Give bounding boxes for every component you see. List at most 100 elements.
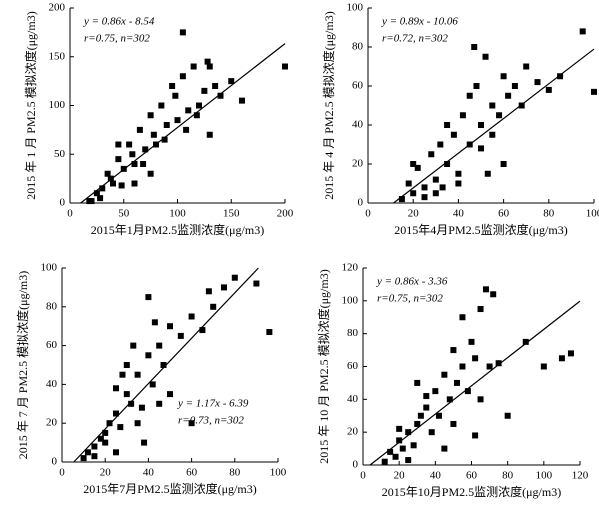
point: [128, 400, 135, 407]
point: [417, 412, 424, 419]
point: [102, 429, 109, 436]
fit-line: [369, 300, 581, 466]
point: [179, 29, 186, 36]
point: [410, 161, 417, 167]
point: [410, 190, 417, 197]
point: [138, 404, 145, 411]
point: [482, 286, 489, 293]
point: [228, 78, 235, 85]
point: [439, 184, 446, 191]
point: [478, 145, 484, 152]
point: [455, 170, 462, 177]
point: [115, 156, 122, 163]
point: [450, 347, 457, 354]
point: [183, 126, 190, 133]
point: [167, 323, 173, 330]
annotation: y = 0.89x - 10.06: [381, 16, 458, 28]
x-tick-label: 60: [186, 467, 198, 479]
point: [432, 190, 439, 197]
point: [518, 102, 525, 109]
point: [471, 44, 478, 50]
x-tick-label: 80: [502, 470, 514, 482]
x-axis-label: 2015年4月PM2.5监测浓度(μg/m3): [394, 222, 567, 237]
y-tick-label: 0: [52, 456, 58, 468]
fit-line: [73, 267, 259, 463]
point: [500, 73, 507, 80]
x-tick-label: 0: [59, 467, 65, 479]
point: [107, 175, 114, 182]
point: [423, 404, 430, 411]
point: [454, 379, 461, 386]
point: [150, 131, 157, 138]
x-tick-label: 0: [365, 208, 371, 220]
x-axis-label: 2015年10月PM2.5监测浓度(μg/m3): [382, 484, 561, 499]
point: [381, 458, 388, 465]
point: [210, 303, 217, 310]
point: [110, 180, 116, 187]
y-tick-label: 50: [54, 148, 66, 160]
point: [432, 176, 439, 183]
point: [123, 391, 130, 398]
point: [455, 180, 462, 187]
point: [193, 112, 200, 119]
x-tick-label: 20: [408, 208, 420, 220]
point: [204, 58, 211, 65]
point: [217, 92, 224, 99]
point: [567, 350, 574, 357]
point: [405, 457, 412, 464]
point: [174, 117, 181, 124]
point: [169, 83, 176, 89]
point: [134, 420, 141, 427]
point: [253, 280, 260, 287]
point: [441, 371, 448, 378]
point: [113, 449, 119, 456]
x-tick-label: 20: [100, 467, 112, 479]
x-tick-label: 120: [572, 470, 589, 482]
point: [421, 194, 428, 201]
point: [185, 107, 192, 114]
point: [206, 63, 213, 70]
y-axis-label: 2015 年 1 月 PM2.5 模拟浓度(μg/m3): [23, 11, 38, 199]
point: [102, 439, 109, 446]
point: [478, 122, 484, 128]
point: [579, 28, 586, 35]
point: [437, 141, 444, 148]
annotation: r=0.72, n=302: [382, 33, 448, 45]
point: [441, 445, 448, 452]
point: [91, 453, 98, 460]
y-axis-label: 2015 年 10 月 PM2.5 模拟浓度(μg/m3): [316, 269, 331, 463]
point: [97, 435, 104, 442]
point: [201, 87, 208, 94]
point: [396, 437, 403, 444]
point: [190, 63, 197, 70]
y-tick-label: 200: [49, 2, 66, 14]
fit-line: [393, 48, 595, 204]
y-tick-label: 0: [358, 197, 364, 209]
point: [500, 161, 507, 167]
point: [142, 146, 149, 153]
point: [266, 329, 273, 336]
y-tick-label: 60: [46, 339, 58, 351]
point: [231, 274, 238, 281]
y-tick-label: 40: [46, 378, 58, 390]
point: [130, 342, 137, 349]
point: [131, 161, 138, 167]
point: [80, 455, 87, 462]
point: [432, 388, 439, 395]
point: [97, 195, 104, 202]
point: [523, 63, 530, 70]
point: [557, 73, 564, 80]
point: [473, 83, 480, 89]
point: [212, 83, 219, 89]
y-tick-label: 80: [46, 300, 58, 312]
point: [167, 391, 173, 398]
point: [177, 332, 184, 339]
x-tick-label: 40: [430, 470, 442, 482]
point: [477, 396, 484, 403]
point: [104, 170, 111, 177]
point: [444, 161, 451, 167]
point: [239, 97, 245, 104]
y-tick-label: 120: [342, 262, 359, 274]
point: [466, 92, 473, 99]
y-tick-label: 0: [60, 197, 66, 209]
